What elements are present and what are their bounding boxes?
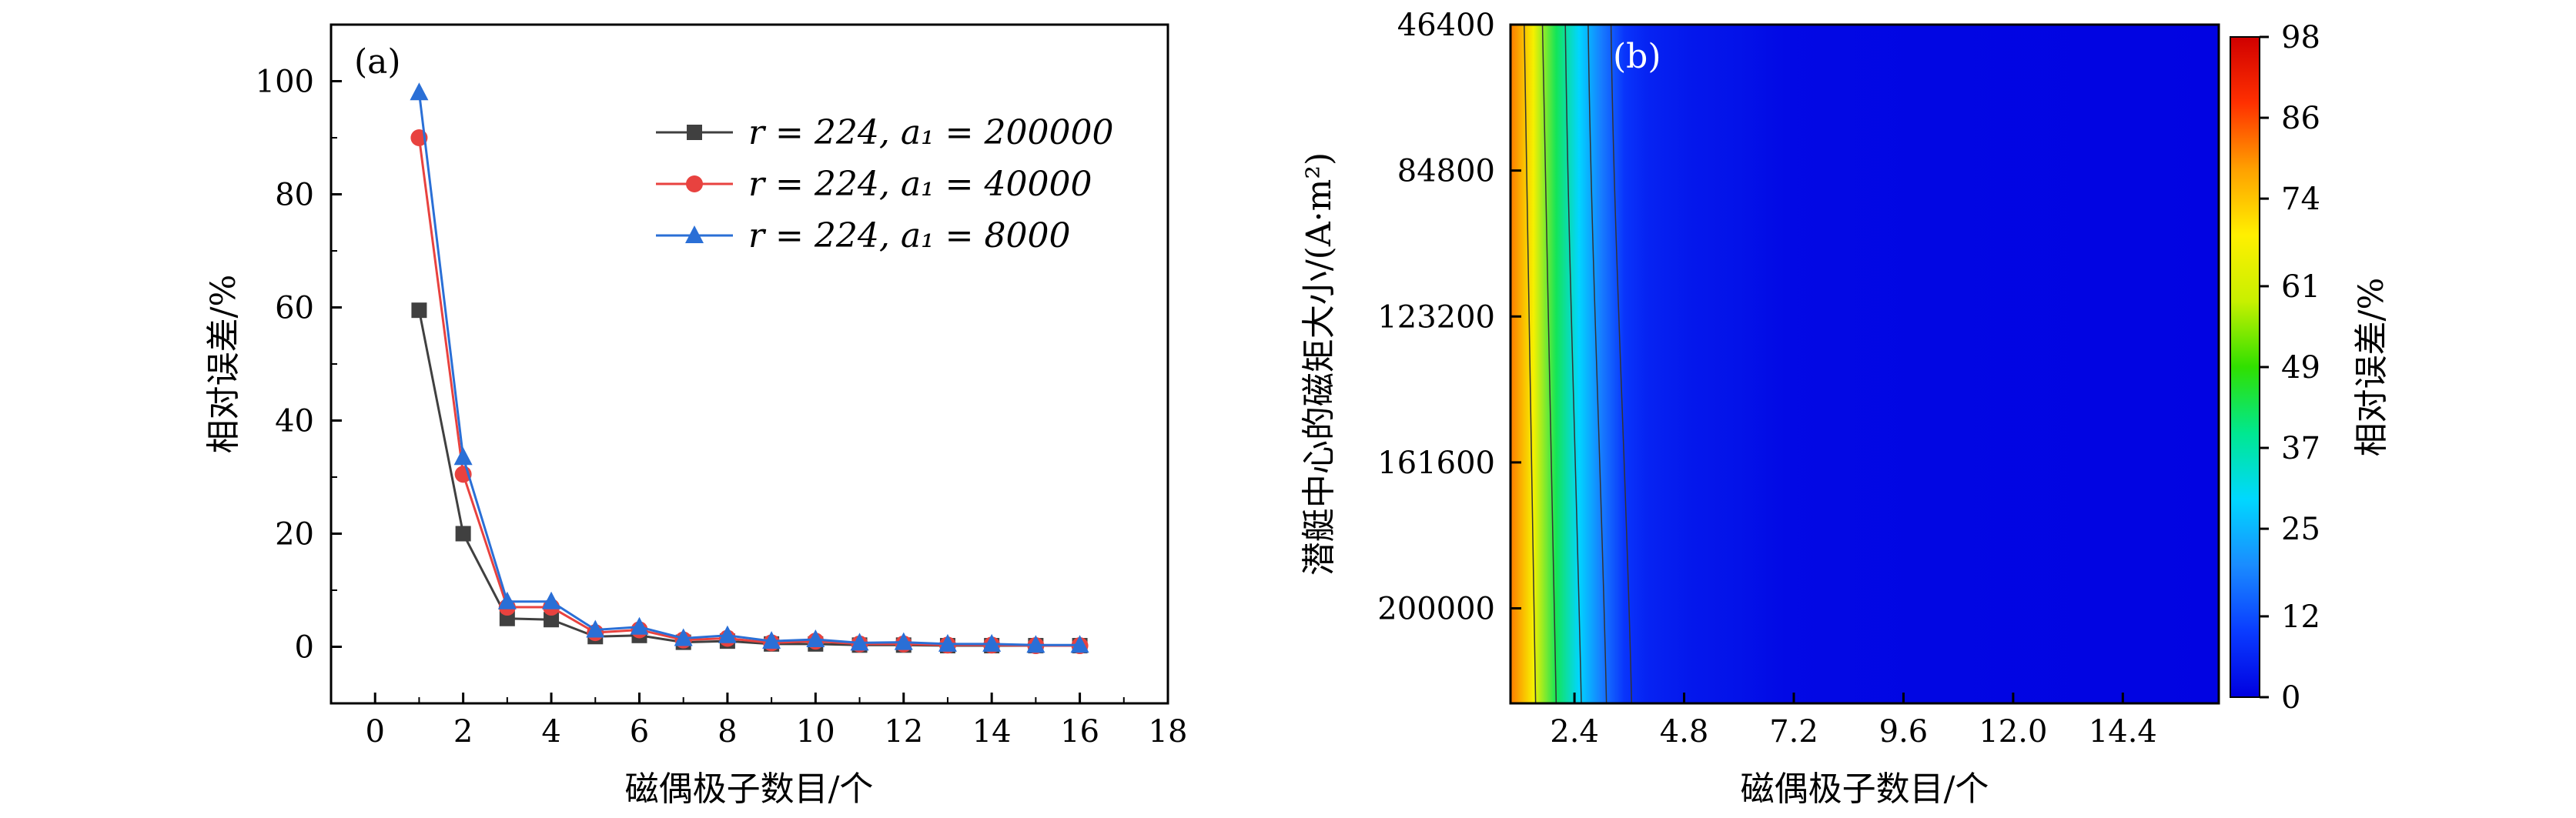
- x-tick-label: 14.4: [2089, 714, 2157, 750]
- legend-label: r = 224, a₁ = 8000: [748, 216, 1071, 255]
- x-tick-label: 10: [796, 714, 835, 750]
- y-axis-label: 潜艇中心的磁矩大小/(A·m²): [1300, 152, 1339, 576]
- y-tick-label: 84800: [1397, 154, 1495, 189]
- x-tick-label: 14: [972, 714, 1012, 750]
- data-point: [894, 632, 913, 650]
- legend-marker: [686, 175, 703, 192]
- x-tick-label: 2: [453, 714, 473, 750]
- data-point: [806, 629, 825, 647]
- data-point: [982, 633, 1002, 652]
- series-layer: [410, 82, 1089, 655]
- x-axis-label: 磁偶极子数目/个: [1741, 770, 1989, 809]
- x-tick-label: 2.4: [1550, 714, 1599, 750]
- data-point: [1026, 635, 1045, 653]
- data-point: [411, 302, 427, 319]
- x-tick-label: 16: [1060, 714, 1099, 750]
- colorbar-tick-label: 74: [2281, 182, 2320, 217]
- data-point: [544, 612, 560, 628]
- colorbar-ticks: 0 12 25 37 49 61 74 86 98: [2260, 20, 2320, 716]
- data-point: [542, 591, 561, 609]
- legend-entry: r = 224, a₁ = 200000: [656, 113, 1114, 152]
- x-tick-label: 7.2: [1769, 714, 1818, 750]
- legend-label: r = 224, a₁ = 200000: [748, 113, 1114, 152]
- legend-marker: [685, 225, 704, 243]
- legend: r = 224, a₁ = 200000 r = 224, a₁ = 40000 r…: [656, 113, 1114, 255]
- data-point: [586, 619, 605, 638]
- y-tick-label: 200000: [1377, 592, 1495, 627]
- data-point: [1070, 635, 1089, 653]
- legend-label: r = 224, a₁ = 40000: [748, 165, 1092, 204]
- panel-label: (b): [1613, 37, 1661, 76]
- series-circle: [410, 129, 1089, 655]
- x-tick-label: 4: [541, 714, 560, 750]
- x-tick-label: 4.8: [1660, 714, 1709, 750]
- y-axis-label: 相对误差/%: [204, 275, 243, 454]
- legend-marker: [687, 125, 702, 140]
- y-tick-label: 80: [275, 178, 314, 213]
- y-axis-ticks: 46400 84800 123200 161600 200000: [1377, 8, 1521, 627]
- y-tick-label: 20: [275, 517, 314, 553]
- contour-line: [1564, 24, 1582, 704]
- x-tick-label: 8: [718, 714, 737, 750]
- data-point: [410, 82, 429, 101]
- y-tick-label: 123200: [1377, 299, 1495, 335]
- panel-label: (a): [354, 42, 401, 82]
- legend-entry: r = 224, a₁ = 40000: [656, 165, 1092, 204]
- heatmap-field: [1510, 25, 2219, 703]
- data-point: [497, 591, 517, 609]
- x-tick-label: 0: [365, 714, 384, 750]
- series-line: [417, 92, 1080, 646]
- x-tick-label: 18: [1149, 714, 1188, 750]
- colorbar-tick-label: 37: [2281, 431, 2320, 466]
- data-point: [674, 628, 693, 646]
- colorbar-tick-label: 49: [2281, 350, 2320, 386]
- x-axis-label: 磁偶极子数目/个: [625, 770, 874, 809]
- x-tick-label: 12: [884, 714, 923, 750]
- colorbar-tick-label: 0: [2281, 680, 2300, 716]
- y-tick-label: 46400: [1397, 8, 1495, 43]
- x-axis-ticks: 2.4 4.8 7.2 9.6 12.0 14.4: [1550, 693, 2157, 750]
- colorbar-tick-label: 61: [2281, 269, 2320, 305]
- colorbar-label: 相对误差/%: [2352, 278, 2391, 457]
- contour-line: [1610, 24, 1633, 704]
- data-point: [718, 625, 737, 643]
- legend-entry: r = 224, a₁ = 8000: [656, 216, 1071, 255]
- data-point: [630, 616, 649, 635]
- y-tick-label: 100: [256, 65, 314, 100]
- colorbar-tick-label: 25: [2281, 512, 2320, 547]
- contour-line: [1587, 24, 1607, 704]
- heatmap-panel: 2.4 4.8 7.2 9.6 12.0 14.4 46400 84800 123200 161…: [1300, 8, 2391, 809]
- series-line: [417, 137, 1080, 647]
- y-tick-label: 161600: [1377, 446, 1495, 481]
- colorbar-tick-label: 12: [2281, 599, 2320, 635]
- data-point: [938, 633, 957, 652]
- series-triangle: [410, 82, 1089, 653]
- heatmap-frame: [1509, 23, 2220, 705]
- y-tick-label: 0: [295, 630, 314, 666]
- x-axis-ticks: 0 2 4 6 8 10 12 14 16 18: [365, 693, 1187, 750]
- x-tick-label: 9.6: [1879, 714, 1929, 750]
- x-tick-label: 6: [630, 714, 649, 750]
- data-point: [762, 631, 781, 649]
- data-point: [455, 526, 471, 542]
- data-point: [453, 447, 473, 466]
- x-tick-label: 12.0: [1979, 714, 2047, 750]
- colorbar: [2230, 36, 2260, 698]
- colorbar-tick-label: 86: [2281, 101, 2320, 136]
- line-chart-panel: 0 2 4 6 8 10 12 14 16 18 0 20 40 60 80 100 (a) 磁偶极子数目/…: [204, 23, 1187, 809]
- y-tick-label: 40: [275, 404, 314, 439]
- data-point: [850, 633, 869, 651]
- y-tick-label: 60: [275, 291, 314, 326]
- colorbar-tick-label: 98: [2281, 20, 2320, 55]
- y-axis-ticks: 0 20 40 60 80 100: [256, 65, 342, 666]
- series-line: [417, 309, 1080, 647]
